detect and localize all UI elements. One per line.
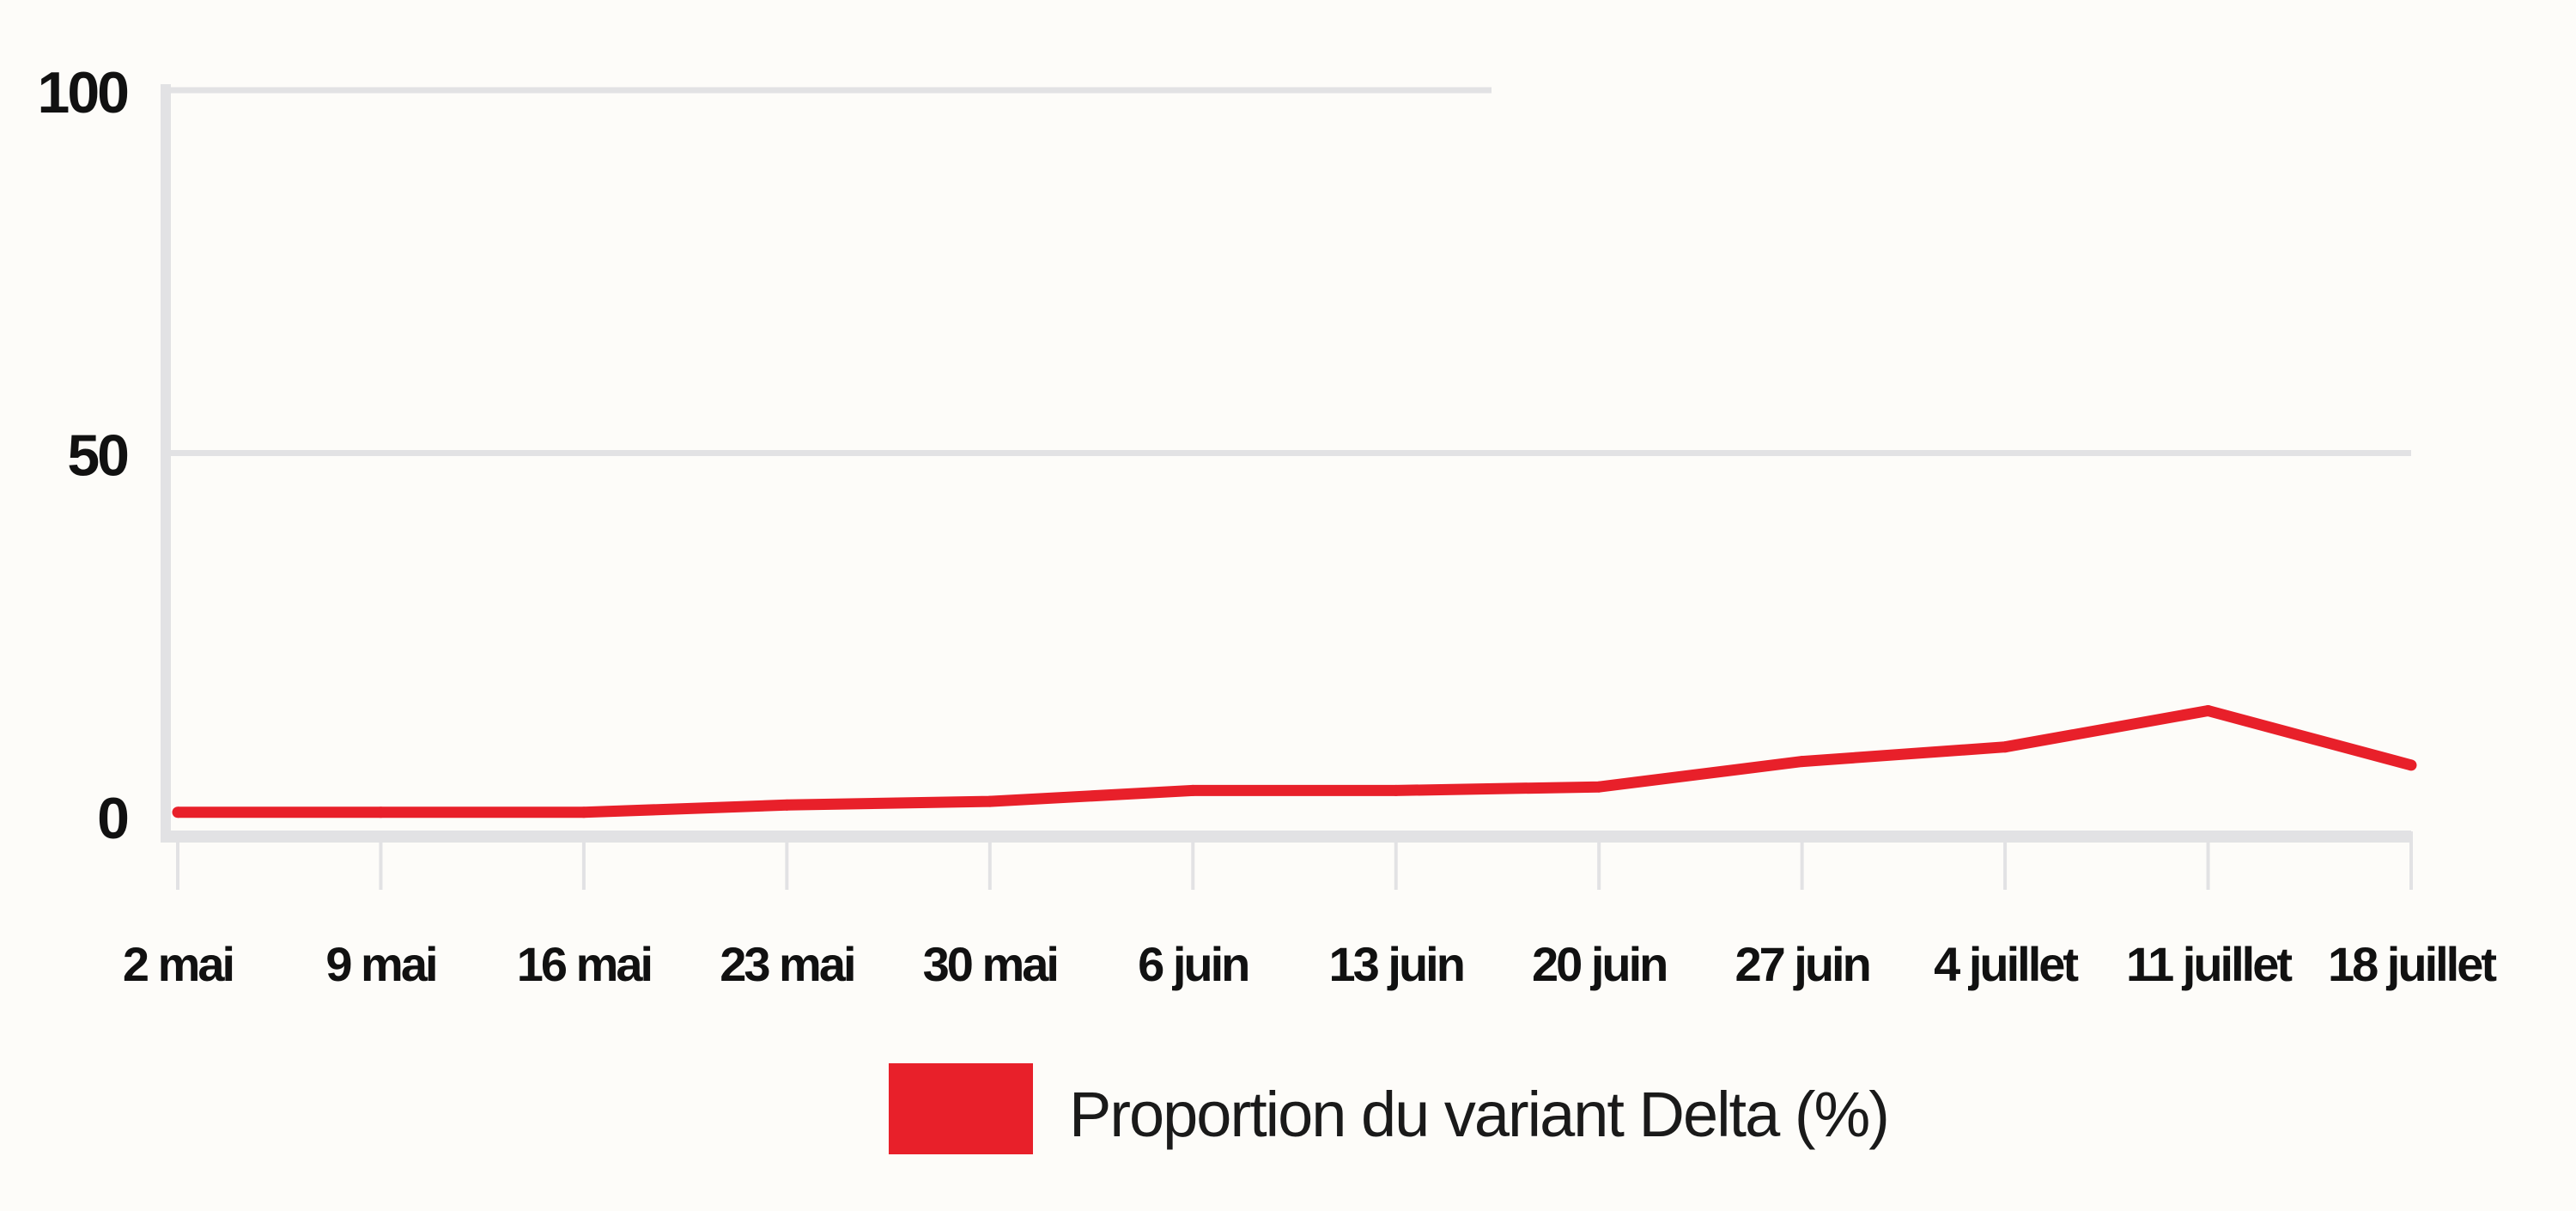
y-tick-label-100: 100 xyxy=(38,60,129,125)
data-point xyxy=(2202,704,2215,716)
data-point xyxy=(1593,781,1605,793)
x-tick-label: 30 mai xyxy=(923,937,1057,991)
data-point xyxy=(1796,756,1808,768)
x-tick-label: 6 juin xyxy=(1138,937,1248,991)
legend-swatch xyxy=(889,1063,1033,1154)
data-point xyxy=(781,799,793,811)
x-tick-label: 9 mai xyxy=(325,937,435,991)
legend-label: Proportion du variant Delta (%) xyxy=(1069,1079,1888,1150)
x-tick-label: 23 mai xyxy=(720,937,854,991)
x-tick-label: 18 juillet xyxy=(2328,937,2496,991)
y-tick-labels: 0 50 100 xyxy=(38,60,131,851)
x-tick-label: 2 mai xyxy=(123,937,233,991)
data-point xyxy=(984,795,996,807)
data-point xyxy=(1999,741,2011,753)
x-tick-label: 13 juin xyxy=(1329,937,1463,991)
data-point xyxy=(1187,784,1199,796)
x-tick-label: 20 juin xyxy=(1532,937,1666,991)
x-tick-label: 16 mai xyxy=(517,937,651,991)
data-point xyxy=(578,806,590,818)
axes xyxy=(161,84,2411,843)
gridlines xyxy=(166,87,2411,456)
series-lines xyxy=(172,704,2417,818)
legend: Proportion du variant Delta (%) xyxy=(889,1063,1890,1154)
y-tick-label-50: 50 xyxy=(67,423,128,489)
x-tick-labels: 2 mai 9 mai 16 mai 23 mai 30 mai 6 juin 13 jui… xyxy=(123,937,2499,991)
data-point xyxy=(374,806,386,818)
series-line-0 xyxy=(178,705,2413,818)
data-point xyxy=(2405,759,2417,771)
data-point xyxy=(1390,784,1402,796)
x-tick-label: 11 juillet xyxy=(2126,937,2292,991)
x-tick-label: 27 juin xyxy=(1735,937,1868,991)
data-point xyxy=(172,806,184,818)
x-ticks xyxy=(176,831,2413,890)
y-tick-label-0: 0 xyxy=(97,786,128,851)
x-tick-label: 4 juillet xyxy=(1934,937,2078,991)
